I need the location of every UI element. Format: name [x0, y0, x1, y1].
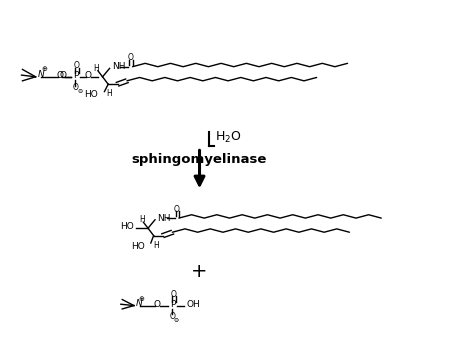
Text: N: N: [136, 299, 142, 308]
Text: O: O: [84, 71, 91, 80]
Text: +: +: [191, 262, 208, 281]
Text: O: O: [154, 300, 161, 309]
Text: H: H: [139, 215, 145, 224]
Text: H: H: [93, 64, 100, 73]
Text: H: H: [107, 89, 112, 98]
Text: N: N: [38, 70, 45, 79]
Text: ⊖: ⊖: [174, 318, 179, 323]
Text: HO: HO: [84, 90, 98, 99]
Text: NH: NH: [112, 62, 126, 71]
Text: O: O: [56, 71, 64, 80]
Text: H$_2$O: H$_2$O: [215, 130, 241, 145]
Text: sphingomyelinase: sphingomyelinase: [132, 153, 267, 166]
Text: O: O: [174, 205, 180, 213]
Text: NH: NH: [157, 214, 171, 223]
Text: O: O: [128, 53, 134, 62]
Text: ⊖: ⊖: [77, 89, 82, 94]
Text: P: P: [170, 300, 175, 309]
Text: OH: OH: [186, 300, 200, 309]
Text: O: O: [169, 312, 175, 321]
Text: O: O: [74, 61, 80, 70]
Text: O: O: [60, 71, 67, 80]
Text: O: O: [73, 83, 78, 92]
Text: HO: HO: [131, 242, 145, 251]
Text: ⊕: ⊕: [41, 66, 47, 73]
Text: HO: HO: [120, 222, 134, 231]
Text: ⊕: ⊕: [138, 296, 145, 302]
Text: P: P: [73, 71, 78, 80]
Text: O: O: [171, 290, 177, 299]
Text: H: H: [153, 240, 159, 250]
